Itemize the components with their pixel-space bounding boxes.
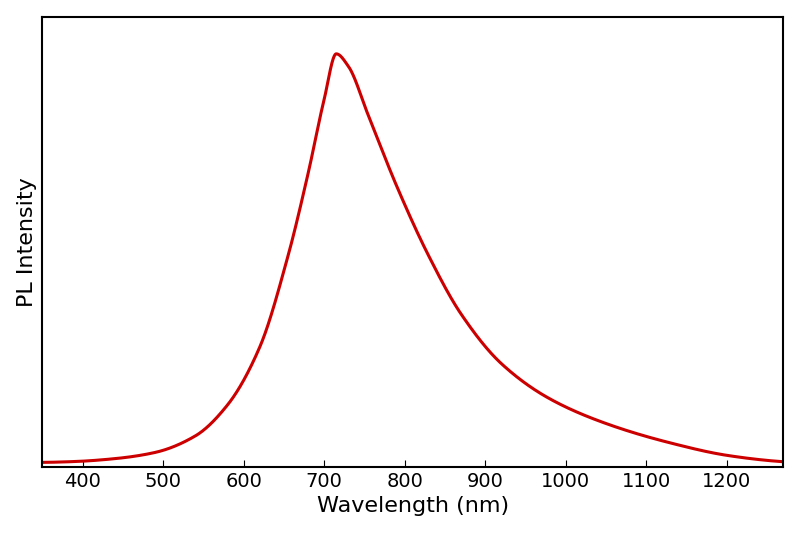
X-axis label: Wavelength (nm): Wavelength (nm) bbox=[317, 496, 509, 516]
Y-axis label: PL Intensity: PL Intensity bbox=[17, 177, 37, 306]
